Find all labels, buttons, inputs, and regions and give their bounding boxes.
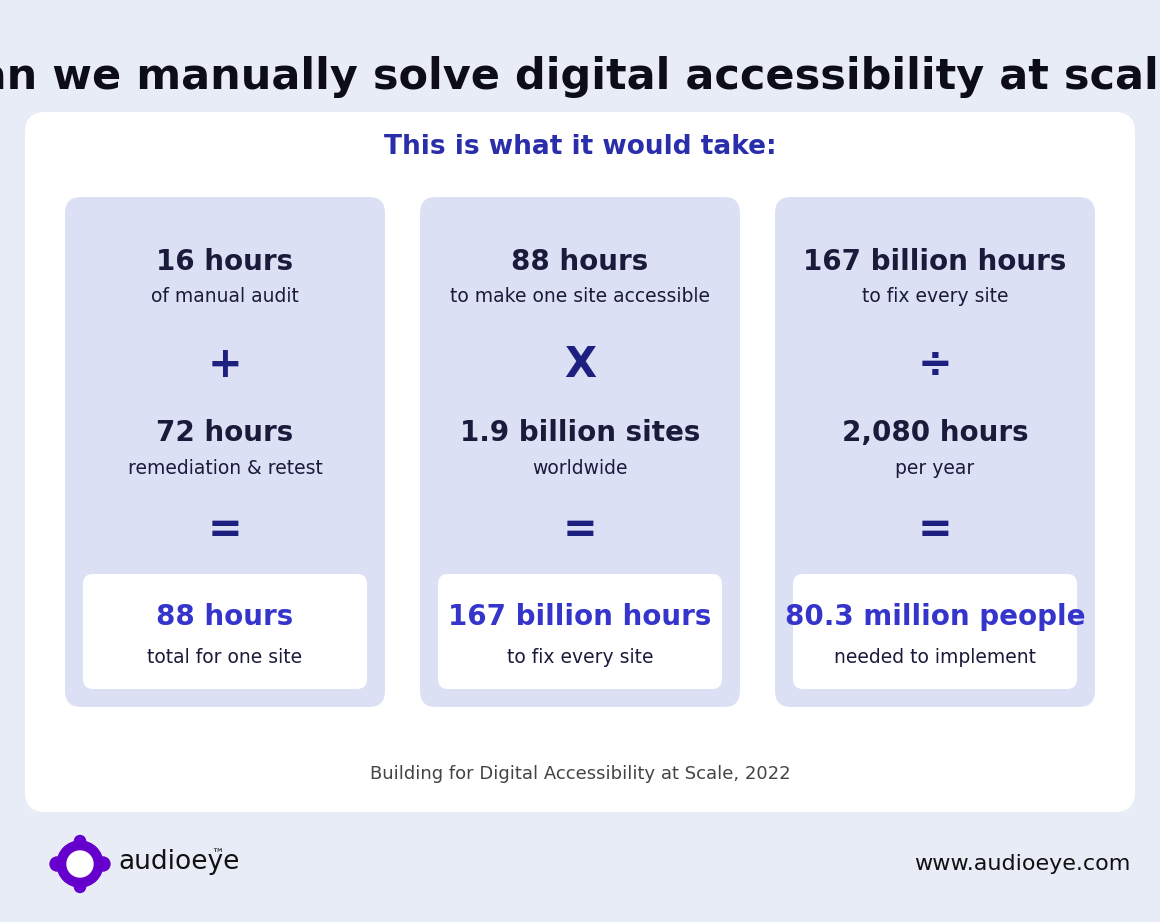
Text: worldwide: worldwide <box>532 458 628 478</box>
Text: Can we manually solve digital accessibility at scale?: Can we manually solve digital accessibil… <box>0 56 1160 98</box>
Text: 167 billion hours: 167 billion hours <box>448 603 712 631</box>
Text: =: = <box>563 509 597 551</box>
Text: 1.9 billion sites: 1.9 billion sites <box>459 419 701 447</box>
Text: 88 hours: 88 hours <box>157 603 293 631</box>
Text: of manual audit: of manual audit <box>151 288 299 306</box>
Circle shape <box>50 857 64 871</box>
Text: total for one site: total for one site <box>147 648 303 668</box>
Text: www.audioeye.com: www.audioeye.com <box>914 854 1130 874</box>
FancyBboxPatch shape <box>793 574 1076 689</box>
Circle shape <box>96 857 110 871</box>
FancyBboxPatch shape <box>26 112 1134 812</box>
Text: 72 hours: 72 hours <box>157 419 293 447</box>
Circle shape <box>67 851 93 877</box>
FancyBboxPatch shape <box>420 197 740 707</box>
Text: +: + <box>208 344 242 386</box>
Text: 167 billion hours: 167 billion hours <box>804 248 1067 276</box>
Text: This is what it would take:: This is what it would take: <box>384 134 776 160</box>
Text: per year: per year <box>896 458 974 478</box>
Text: to make one site accessible: to make one site accessible <box>450 288 710 306</box>
Text: needed to implement: needed to implement <box>834 648 1036 668</box>
Text: ÷: ÷ <box>918 344 952 386</box>
Text: ™: ™ <box>211 847 224 860</box>
Text: =: = <box>918 509 952 551</box>
Text: 80.3 million people: 80.3 million people <box>785 603 1086 631</box>
Circle shape <box>74 881 86 892</box>
FancyBboxPatch shape <box>775 197 1095 707</box>
Text: audioeye: audioeye <box>118 849 239 875</box>
Text: 88 hours: 88 hours <box>512 248 648 276</box>
Text: remediation & retest: remediation & retest <box>128 458 322 478</box>
Text: =: = <box>208 509 242 551</box>
FancyBboxPatch shape <box>65 197 385 707</box>
Text: 16 hours: 16 hours <box>157 248 293 276</box>
Text: X: X <box>564 344 596 386</box>
Text: to fix every site: to fix every site <box>862 288 1008 306</box>
FancyBboxPatch shape <box>438 574 722 689</box>
FancyBboxPatch shape <box>84 574 367 689</box>
Text: 2,080 hours: 2,080 hours <box>842 419 1028 447</box>
Text: to fix every site: to fix every site <box>507 648 653 668</box>
Text: Building for Digital Accessibility at Scale, 2022: Building for Digital Accessibility at Sc… <box>370 765 790 783</box>
FancyBboxPatch shape <box>26 817 1134 907</box>
Circle shape <box>57 841 103 887</box>
Circle shape <box>74 835 86 846</box>
